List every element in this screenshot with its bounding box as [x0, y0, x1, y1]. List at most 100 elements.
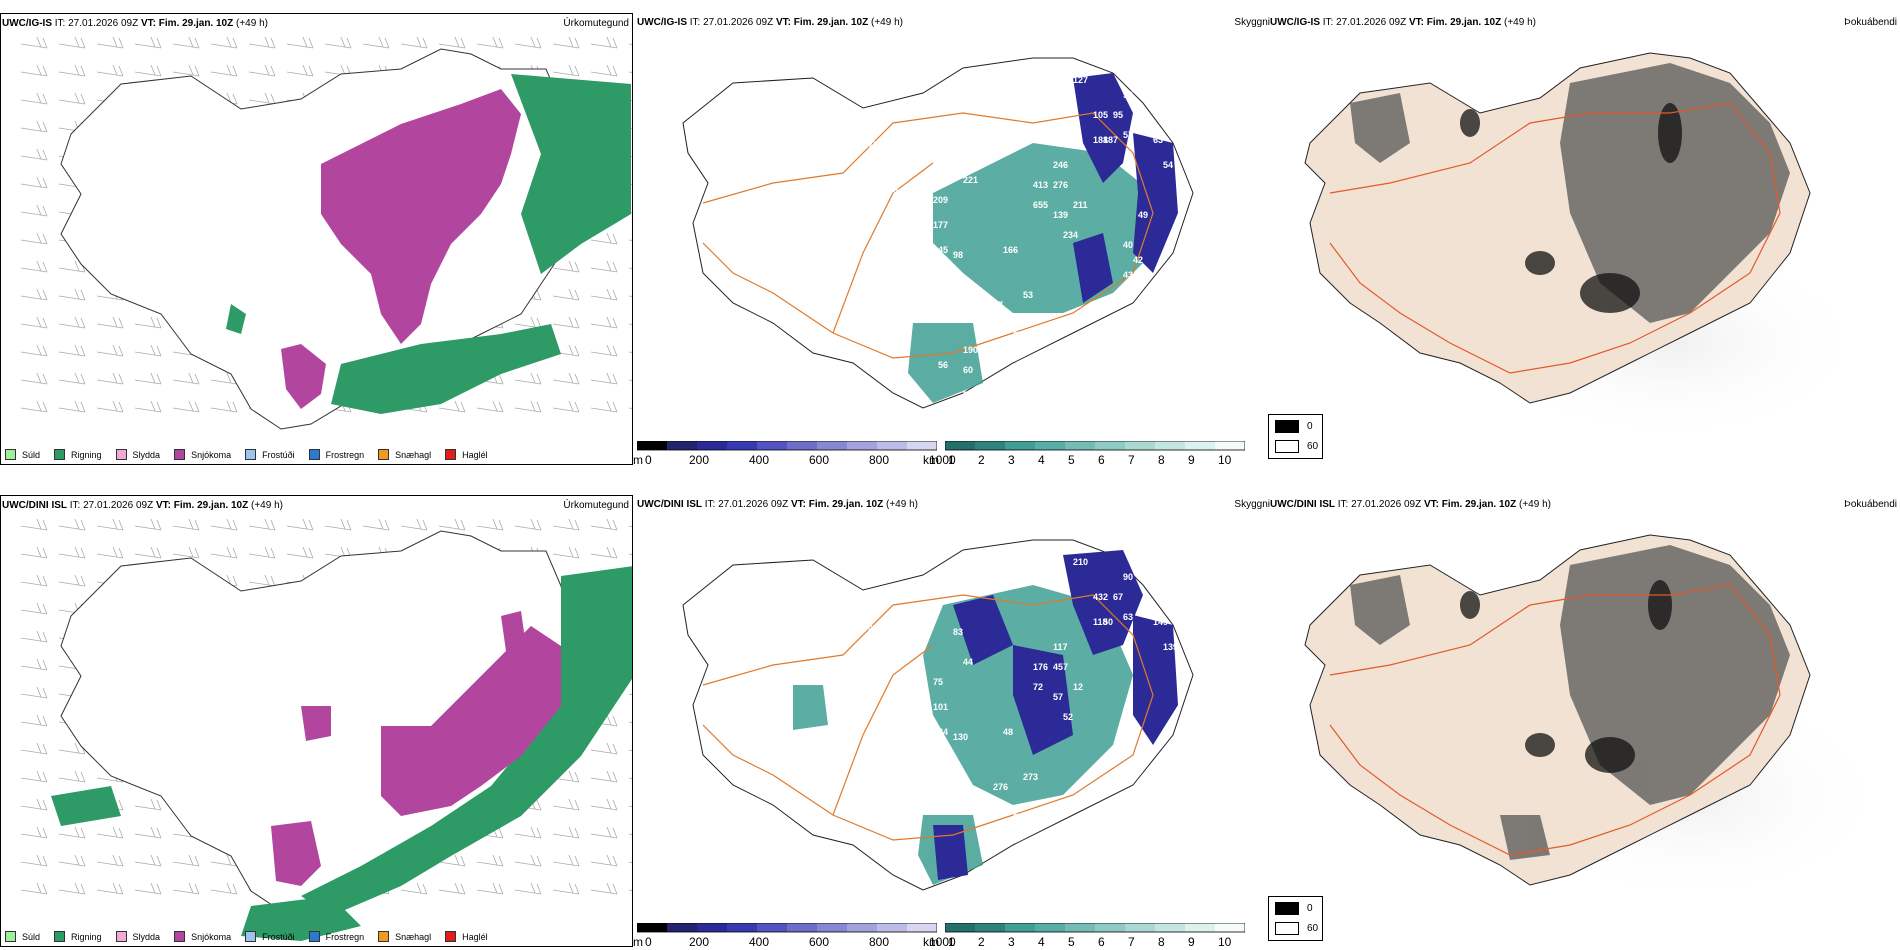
- wind-barb: [552, 854, 580, 867]
- wind-barb: [590, 344, 618, 357]
- wind-barb: [20, 260, 48, 273]
- visibility-value-label: 976: [923, 310, 938, 320]
- legend-swatch: [378, 449, 390, 460]
- legend-item: Rigning: [54, 449, 102, 460]
- visibility-value-label: 10: [753, 572, 763, 582]
- cloud-panel-top: UWC/IG-IS IT: 27.01.2026 09Z VT: Fim. 29…: [1270, 13, 1900, 465]
- visibility-value-label: 78: [903, 712, 913, 722]
- wind-barb: [476, 36, 504, 49]
- colorbar-tick: 800: [869, 935, 890, 947]
- wind-barb: [210, 400, 238, 413]
- visibility-value-label: 105: [1093, 110, 1108, 120]
- visibility-colorbar-m: m 0 200 400 600 800 1000: [633, 922, 956, 947]
- wind-barb: [58, 36, 86, 49]
- visibility-value-label: 273: [1023, 772, 1038, 782]
- wind-barb: [58, 316, 86, 329]
- product-title: Úrkomutegund: [563, 500, 629, 511]
- legend-label: Frostúði: [262, 931, 295, 942]
- legend-item: Slydda: [115, 449, 160, 460]
- legend-swatch: [445, 931, 457, 942]
- wind-barb: [248, 36, 276, 49]
- visibility-value-label: 98: [953, 250, 963, 260]
- wind-barb: [134, 854, 162, 867]
- wind-barb: [552, 64, 580, 77]
- visibility-value-label: 67: [1113, 592, 1123, 602]
- wind-barb: [172, 882, 200, 895]
- colorbar-tick: 8: [1158, 935, 1165, 947]
- wind-barb: [552, 882, 580, 895]
- legend-item: Snæhagl: [378, 449, 431, 460]
- colorbar-tick: 600: [809, 453, 830, 465]
- colorbar-tick: 6: [1098, 935, 1105, 947]
- legend-label: Haglél: [462, 931, 488, 942]
- visibility-map-top: 88 106 177 252 202 213 218 259 221 209 177 145 98 166…: [682, 57, 1194, 409]
- colorbar-tick: 800: [869, 453, 890, 465]
- visibility-value-label: 130: [953, 732, 968, 742]
- wind-barb: [20, 714, 48, 727]
- wind-barb: [134, 316, 162, 329]
- legend-swatch: [1275, 922, 1299, 935]
- visibility-value-label: 276: [1053, 180, 1068, 190]
- visibility-value-label: 56: [938, 360, 948, 370]
- wind-barb: [20, 176, 48, 189]
- wind-barb: [96, 36, 124, 49]
- legend-item: Frostregn: [308, 931, 365, 942]
- wind-barb: [552, 372, 580, 385]
- wind-barb: [20, 518, 48, 531]
- wind-barb: [20, 232, 48, 245]
- wind-barb: [58, 854, 86, 867]
- legend-swatch: [1275, 440, 1299, 453]
- wind-barb: [552, 798, 580, 811]
- wind-barb: [172, 400, 200, 413]
- wind-barb: [58, 288, 86, 301]
- visibility-value-label: 84: [883, 667, 893, 677]
- legend-swatch: [308, 449, 320, 460]
- wind-barb: [20, 854, 48, 867]
- wind-barb: [590, 400, 618, 413]
- colorbar-tick: 1: [948, 453, 955, 465]
- wind-barb: [400, 882, 428, 895]
- colorbar-tick: 1000: [929, 453, 956, 465]
- wind-barb: [514, 372, 542, 385]
- wind-barb: [172, 36, 200, 49]
- wind-barb: [210, 64, 238, 77]
- visibility-value-label: 57: [1053, 692, 1063, 702]
- wind-barb: [134, 64, 162, 77]
- wind-barb: [20, 686, 48, 699]
- wind-barb: [590, 260, 618, 273]
- wind-barb: [58, 372, 86, 385]
- wind-barb: [20, 742, 48, 755]
- visibility-value-label: 252: [873, 165, 888, 175]
- colorbar-tick: 10: [1218, 935, 1232, 947]
- visibility-value-label: 255: [888, 240, 903, 250]
- legend-swatch: [378, 931, 390, 942]
- legend-label: Frostregn: [325, 931, 365, 942]
- wind-barb: [286, 546, 314, 559]
- panel-title: UWC/IG-IS IT: 27.01.2026 09Z VT: Fim. 29…: [1270, 17, 1536, 28]
- visibility-value-label: 63: [1153, 135, 1163, 145]
- wind-barb: [362, 518, 390, 531]
- visibility-value-label: 177: [933, 220, 948, 230]
- wind-barb: [20, 372, 48, 385]
- wind-barb: [20, 344, 48, 357]
- wind-barb: [20, 546, 48, 559]
- visibility-value-label: 655: [1033, 200, 1048, 210]
- wind-barb: [58, 400, 86, 413]
- legend-label: Rigning: [71, 449, 102, 460]
- rain-area: [226, 74, 631, 414]
- visibility-colorbar-km: km 1 2 3 4 5 6 7 8 9 10: [923, 922, 1246, 947]
- wind-barb: [172, 546, 200, 559]
- visibility-value-label: 55: [863, 622, 873, 632]
- wind-barb: [210, 546, 238, 559]
- wind-barb: [552, 546, 580, 559]
- legend-swatch: [115, 449, 127, 460]
- visibility-value-label: 117: [1053, 642, 1068, 652]
- wind-barb: [552, 518, 580, 531]
- wind-barb: [20, 798, 48, 811]
- wind-barb: [248, 92, 276, 105]
- visibility-colorbar-km: km 1 2 3 4 5 6 7 8 9 10: [923, 440, 1246, 465]
- legend-item: Snjókoma: [174, 449, 231, 460]
- legend-swatch: [1275, 420, 1299, 433]
- cloud-map-bottom: [1304, 534, 1890, 905]
- wind-barb: [20, 148, 48, 161]
